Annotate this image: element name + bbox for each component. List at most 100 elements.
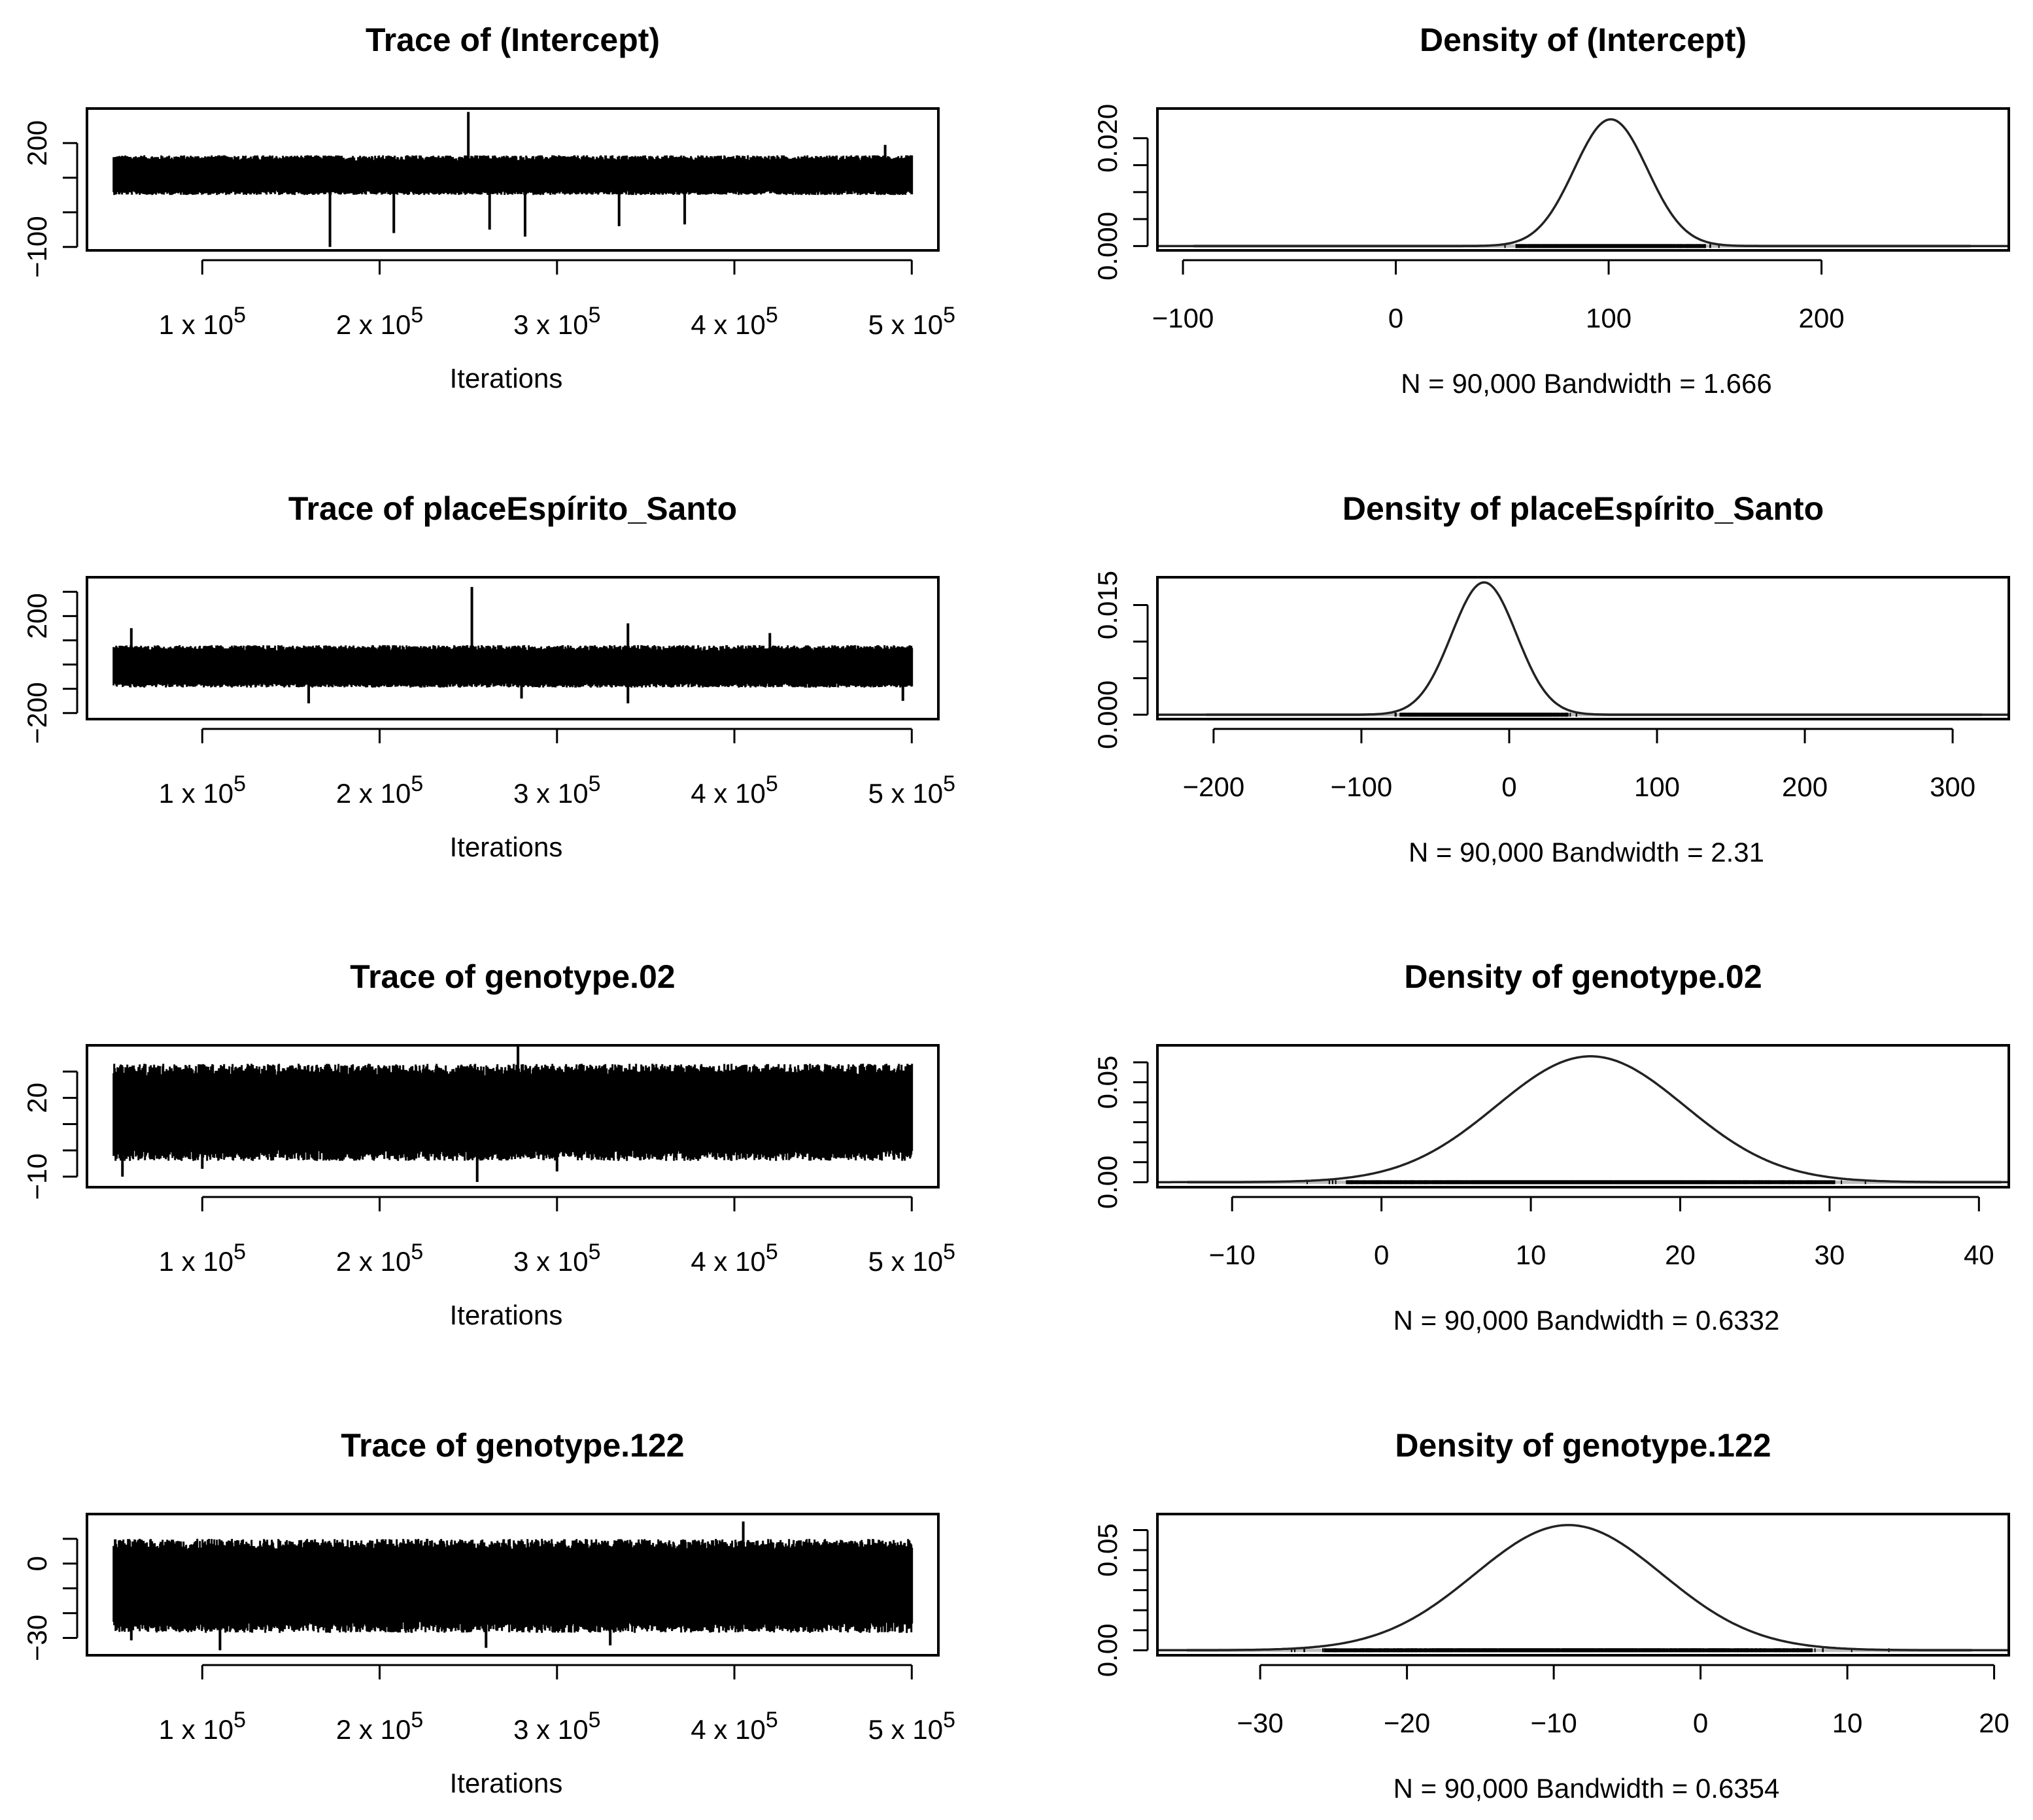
x-tick-label-exponent: 5 (766, 1708, 778, 1732)
x-tick-label-exponent: 5 (411, 303, 423, 328)
density-curve (1157, 581, 2009, 716)
x-tick-label-exponent: 5 (411, 1708, 423, 1732)
x-tick-label: 5 x 105 (868, 303, 955, 340)
x-tick-label-base: 5 x 10 (868, 309, 943, 340)
x-tick-label: 200 (1799, 303, 1845, 333)
x-tick-label: 2 x 105 (336, 303, 423, 340)
plot-frame (1156, 1044, 2010, 1188)
density-panel-3: Density of genotype.122 −30 −20 −10 0 10 20 0.0… (1092, 1427, 2010, 1804)
plot-frame (1156, 107, 2010, 252)
x-tick-label: −10 (1530, 1708, 1577, 1738)
x-tick-label-base: 5 x 10 (868, 1246, 943, 1277)
y-tick-label: 0.05 (1092, 1523, 1123, 1577)
x-tick-label-base: 4 x 10 (691, 778, 765, 809)
x-tick-label-exponent: 5 (589, 1239, 601, 1264)
y-tick-label: 200 (22, 120, 52, 166)
x-tick-label: 100 (1586, 303, 1632, 333)
x-axis-label: N = 90,000 Bandwidth = 1.666 (1401, 368, 1771, 399)
x-tick-label-base: 2 x 10 (336, 309, 411, 340)
plot-frame (86, 1044, 940, 1188)
x-axis-label: N = 90,000 Bandwidth = 2.31 (1409, 837, 1764, 868)
x-tick-label: 4 x 105 (691, 771, 777, 809)
x-axis-label: N = 90,000 Bandwidth = 0.6354 (1393, 1773, 1780, 1804)
chart-title: Density of (Intercept) (1420, 22, 1747, 58)
density-panel-2: Density of genotype.02 −10 0 10 20 30 40 0.00 0.… (1092, 958, 2010, 1336)
x-tick-label-exponent: 5 (233, 771, 246, 796)
y-tick-label: 20 (22, 1083, 52, 1113)
x-tick-label-exponent: 5 (943, 1239, 955, 1264)
x-tick-label: 1 x 105 (159, 1239, 246, 1277)
x-tick-label: 2 x 105 (336, 1708, 423, 1745)
x-axis-label: Iterations (450, 363, 563, 394)
x-tick-label-base: 1 x 10 (159, 778, 233, 809)
x-tick-label: 30 (1815, 1239, 1845, 1270)
y-tick-label: 0.05 (1092, 1056, 1123, 1109)
y-tick-label: 0.000 (1092, 212, 1123, 280)
x-tick-label: −20 (1384, 1708, 1430, 1738)
x-axis-label: Iterations (450, 832, 563, 862)
plot-frame (86, 576, 940, 720)
x-tick-label: 0 (1374, 1239, 1389, 1270)
x-tick-label-base: 3 x 10 (513, 309, 588, 340)
plot-frame (1156, 1513, 2010, 1657)
x-tick-label: 1 x 105 (159, 771, 246, 809)
chart-title: Trace of genotype.02 (350, 958, 675, 995)
trace-series (112, 645, 914, 688)
x-tick-label-base: 1 x 10 (159, 309, 233, 340)
x-tick-label: 3 x 105 (513, 771, 600, 809)
x-axis-label: N = 90,000 Bandwidth = 0.6332 (1393, 1305, 1780, 1336)
chart-title: Density of genotype.02 (1404, 958, 1762, 995)
x-tick-label: 4 x 105 (691, 1239, 777, 1277)
x-tick-label-exponent: 5 (766, 303, 778, 328)
y-tick-label: −30 (22, 1615, 52, 1661)
plot-frame (86, 1513, 940, 1657)
x-tick-label-exponent: 5 (411, 1239, 423, 1264)
x-tick-label: 20 (1979, 1708, 2009, 1738)
x-tick-label: −30 (1237, 1708, 1284, 1738)
x-axis-label: Iterations (450, 1768, 563, 1798)
x-tick-label: −100 (1331, 771, 1393, 802)
density-curve (1157, 118, 2009, 248)
x-tick-label-base: 2 x 10 (336, 778, 411, 809)
x-tick-label: 4 x 105 (691, 303, 777, 340)
x-tick-label: 4 x 105 (691, 1708, 777, 1745)
x-tick-label-base: 5 x 10 (868, 778, 943, 809)
chart-title: Density of placeEspírito_Santo (1342, 490, 1824, 527)
y-tick-label: 0.000 (1092, 681, 1123, 749)
x-tick-label-exponent: 5 (943, 771, 955, 796)
x-tick-label: 200 (1782, 771, 1828, 802)
chart-title: Trace of genotype.122 (341, 1427, 684, 1464)
density-panel-1: Density of placeEspírito_Santo −200 −100 0 1… (1092, 490, 2010, 868)
trace-series (112, 1538, 914, 1633)
x-tick-label: 0 (1693, 1708, 1708, 1738)
y-tick-label: 0.00 (1092, 1623, 1123, 1677)
x-tick-label-base: 4 x 10 (691, 309, 765, 340)
y-tick-label: 0.00 (1092, 1155, 1123, 1209)
x-tick-label: 1 x 105 (159, 303, 246, 340)
x-tick-label-exponent: 5 (233, 1239, 246, 1264)
x-tick-label: 1 x 105 (159, 1708, 246, 1745)
x-tick-label: 100 (1634, 771, 1680, 802)
x-tick-label-base: 1 x 10 (159, 1246, 233, 1277)
x-tick-label: 2 x 105 (336, 771, 423, 809)
x-tick-label-base: 1 x 10 (159, 1714, 233, 1745)
y-tick-label: −100 (22, 216, 52, 278)
x-tick-label: 10 (1832, 1708, 1863, 1738)
x-tick-label: 5 x 105 (868, 771, 955, 809)
y-tick-label: 0 (22, 1556, 52, 1571)
chart-title: Density of genotype.122 (1395, 1427, 1771, 1464)
y-tick-label: 200 (22, 593, 52, 639)
density-curve (1157, 1524, 2009, 1652)
x-tick-label: 5 x 105 (868, 1708, 955, 1745)
x-tick-label: −100 (1152, 303, 1214, 333)
x-tick-label-exponent: 5 (943, 303, 955, 328)
rug-ticks (1291, 1648, 1890, 1653)
chart-title: Trace of (Intercept) (366, 22, 660, 58)
x-tick-label: 3 x 105 (513, 1708, 600, 1745)
rug-ticks (1504, 244, 1720, 248)
x-tick-label: 40 (1964, 1239, 1994, 1270)
plot-frame (1156, 576, 2010, 720)
trace-series (112, 1064, 914, 1161)
